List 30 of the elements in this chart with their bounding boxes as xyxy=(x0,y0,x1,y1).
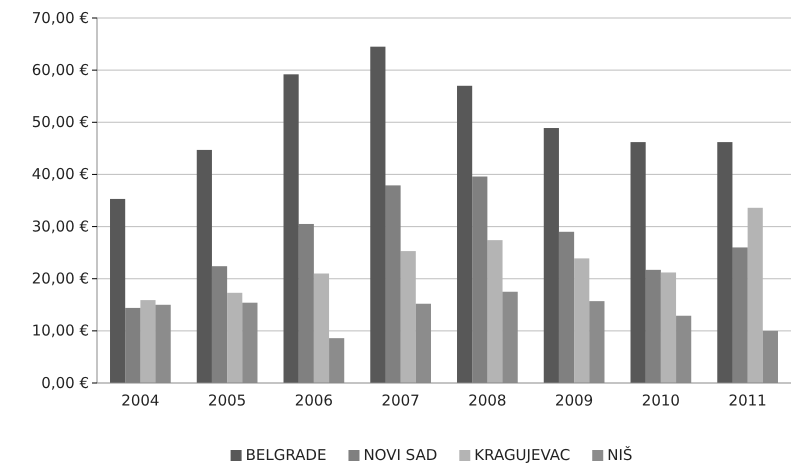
y-tick-label: 70,00 € xyxy=(32,8,89,27)
y-tick-label: 40,00 € xyxy=(32,165,89,184)
x-tick-label: 2009 xyxy=(555,392,594,410)
x-tick-label: 2011 xyxy=(728,392,767,410)
legend-label: BELGRADE xyxy=(246,446,326,464)
x-tick-label: 2006 xyxy=(294,392,333,410)
bar xyxy=(544,128,559,383)
bar xyxy=(457,86,472,383)
y-tick-label: 0,00 € xyxy=(41,374,89,392)
bar xyxy=(196,150,212,383)
y-tick-label: 50,00 € xyxy=(32,113,89,132)
bar xyxy=(630,142,646,383)
x-tick-label: 2008 xyxy=(468,392,506,410)
bar xyxy=(717,142,732,383)
legend-label: NIŠ xyxy=(607,446,632,464)
x-tick-label: 2007 xyxy=(382,392,420,410)
x-tick-label: 2010 xyxy=(642,392,680,410)
y-tick-label: 10,00 € xyxy=(32,322,89,340)
y-tick-label: 20,00 € xyxy=(32,270,89,288)
x-tick-label: 2004 xyxy=(121,392,160,410)
x-tick-label: 2005 xyxy=(208,392,246,410)
legend-label: NOVI SAD xyxy=(363,446,438,464)
bar xyxy=(284,74,299,383)
y-tick-label: 60,00 € xyxy=(32,60,89,79)
y-tick-label: 30,00 € xyxy=(32,217,89,236)
bar xyxy=(140,300,156,383)
bar xyxy=(370,46,386,383)
bar xyxy=(227,292,242,383)
legend-label: KRAGUJEVAC xyxy=(474,446,570,464)
bar xyxy=(110,198,126,383)
